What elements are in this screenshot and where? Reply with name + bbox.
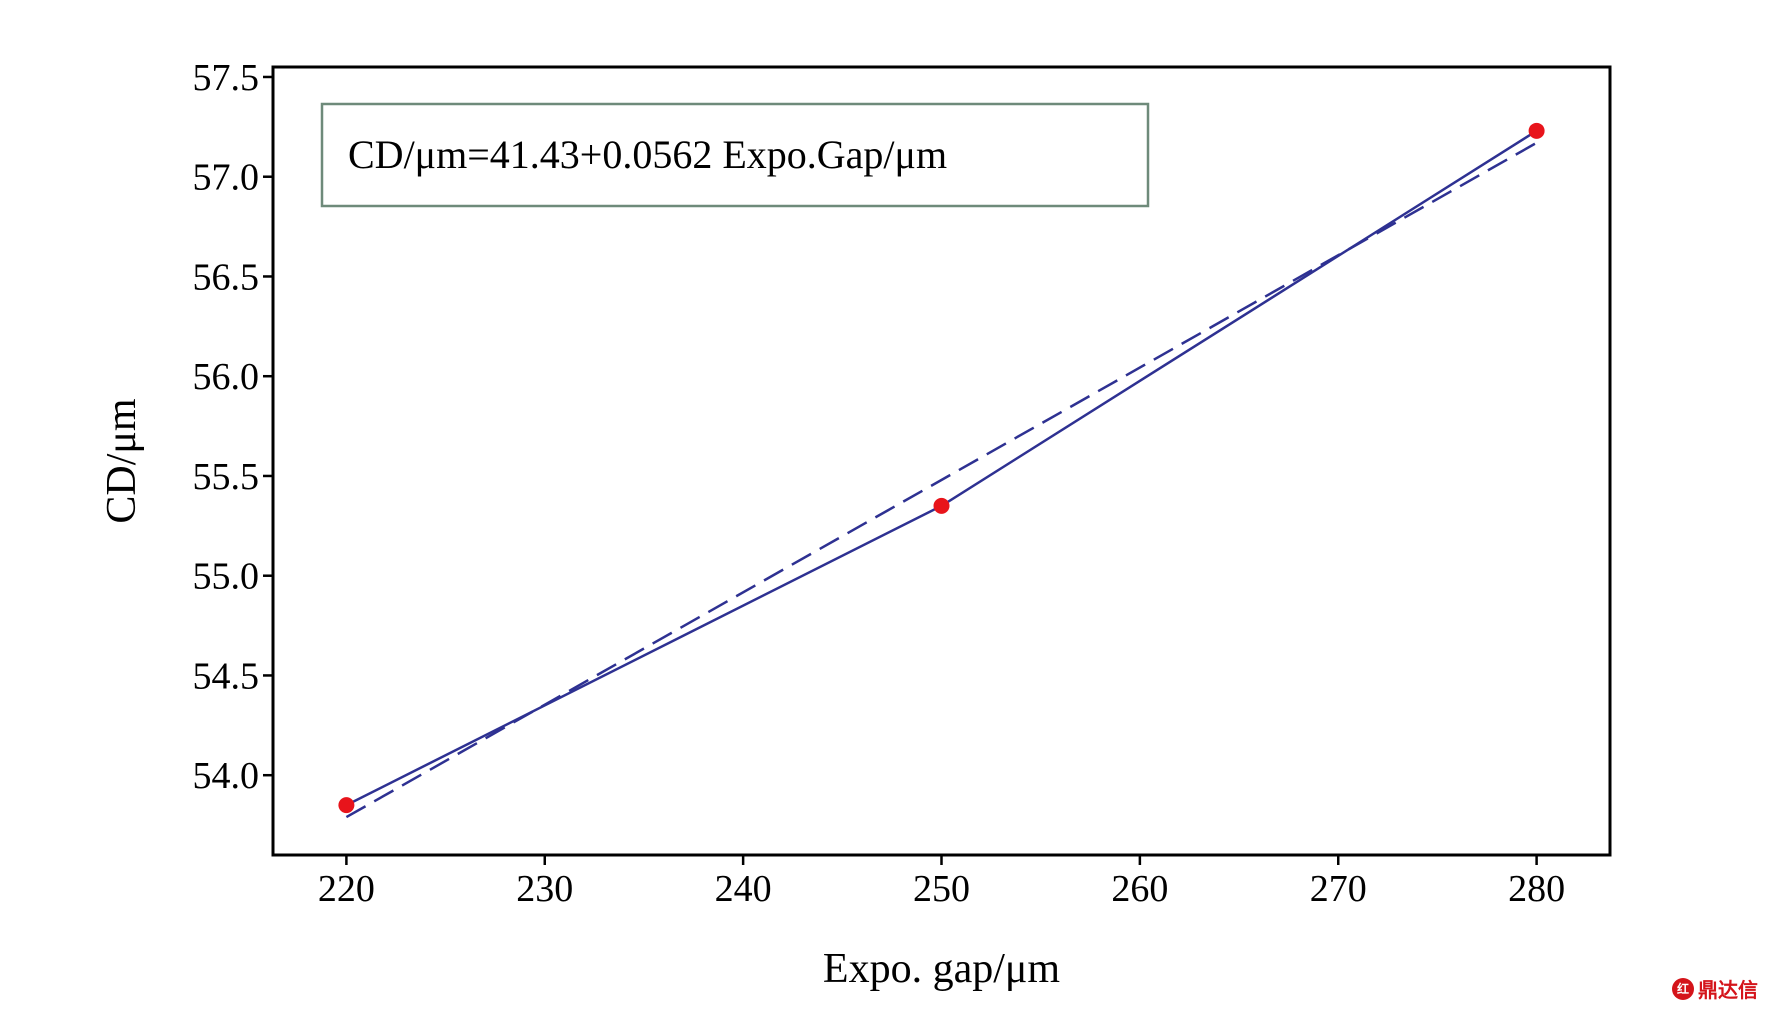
- watermark: 红 鼎达信: [1672, 974, 1758, 1003]
- x-tick-label: 240: [715, 868, 772, 910]
- data-point: [338, 797, 355, 814]
- y-tick-label: 54.0: [193, 755, 260, 797]
- axes-layer: 220 230 240 250 260 270 280 54.0 54.5 55.0 55.5 56.…: [193, 57, 1612, 910]
- watermark-text: 鼎达信: [1698, 978, 1758, 1002]
- annotation-border: [320, 102, 1150, 208]
- y-tick-label: 54.5: [193, 655, 260, 697]
- y-tick-label: 55.5: [193, 456, 260, 498]
- plot-frame: [271, 65, 1612, 857]
- x-tick-label: 230: [516, 868, 573, 910]
- data-line: [345, 129, 1538, 807]
- watermark-logo-icon: 红: [1672, 977, 1694, 1000]
- data-point: [1528, 122, 1545, 139]
- x-tick-label: 220: [318, 868, 375, 910]
- x-axis-title: Expo. gap/μm: [823, 946, 1060, 992]
- data-point: [933, 497, 950, 514]
- y-tick-label: 57.5: [193, 57, 260, 99]
- y-tick-label: 56.0: [193, 356, 260, 398]
- y-axis-title: CD/μm: [99, 398, 145, 524]
- plot-layer: [338, 122, 1545, 819]
- x-tick-label: 260: [1111, 868, 1168, 910]
- annotation-box: CD/μm=41.43+0.0562 Expo.Gap/μm: [320, 102, 1150, 208]
- y-tick-label: 56.5: [193, 256, 260, 298]
- y-tick-label: 57.0: [193, 157, 260, 199]
- y-tick-label: 55.0: [193, 556, 260, 598]
- x-tick-label: 280: [1508, 868, 1565, 910]
- x-tick-label: 270: [1310, 868, 1367, 910]
- regression-equation: CD/μm=41.43+0.0562 Expo.Gap/μm: [348, 132, 947, 177]
- x-tick-label: 250: [913, 868, 970, 910]
